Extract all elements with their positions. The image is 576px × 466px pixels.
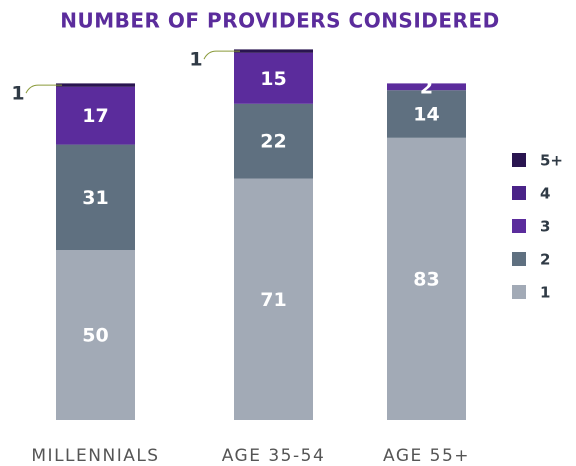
bar-segment — [56, 86, 135, 145]
data-label: 83 — [413, 268, 439, 290]
legend-swatch — [512, 252, 526, 266]
data-label: 71 — [260, 289, 286, 311]
legend-swatch — [512, 186, 526, 200]
legend-swatch — [512, 285, 526, 299]
data-label: 17 — [82, 105, 108, 127]
data-label: 15 — [260, 68, 286, 90]
legend-label: 1 — [540, 284, 550, 302]
legend-swatch — [512, 153, 526, 167]
bar-segment — [387, 83, 466, 91]
x-tick-label: AGE 55+ — [383, 446, 470, 466]
legend-label: 3 — [540, 218, 550, 236]
legend-swatch — [512, 219, 526, 233]
bar-segment — [56, 250, 135, 420]
data-label: 2 — [420, 76, 433, 98]
bar-segment — [234, 103, 313, 179]
bar-segment — [234, 52, 313, 104]
data-label: 1 — [11, 83, 24, 105]
bar-segment — [56, 144, 135, 250]
bar-segment — [234, 49, 313, 53]
x-tick-label: AGE 35-54 — [222, 446, 326, 466]
x-tick-label: MILLENNIALS — [31, 446, 159, 466]
data-label: 14 — [413, 104, 439, 126]
bar-segment — [387, 137, 466, 421]
bar-segment — [234, 178, 313, 420]
chart-title: NUMBER OF PROVIDERS CONSIDERED — [60, 9, 499, 33]
data-label: 31 — [82, 187, 108, 209]
data-label: 22 — [260, 131, 286, 153]
legend-label: 5+ — [540, 152, 563, 170]
data-label: 1 — [189, 49, 202, 71]
bar-segment — [387, 90, 466, 138]
bar-segment — [56, 83, 135, 87]
legend-label: 4 — [540, 185, 550, 203]
leader-line — [203, 50, 240, 60]
leader-line — [25, 84, 62, 94]
data-label: 50 — [82, 325, 108, 347]
legend-label: 2 — [540, 251, 550, 269]
